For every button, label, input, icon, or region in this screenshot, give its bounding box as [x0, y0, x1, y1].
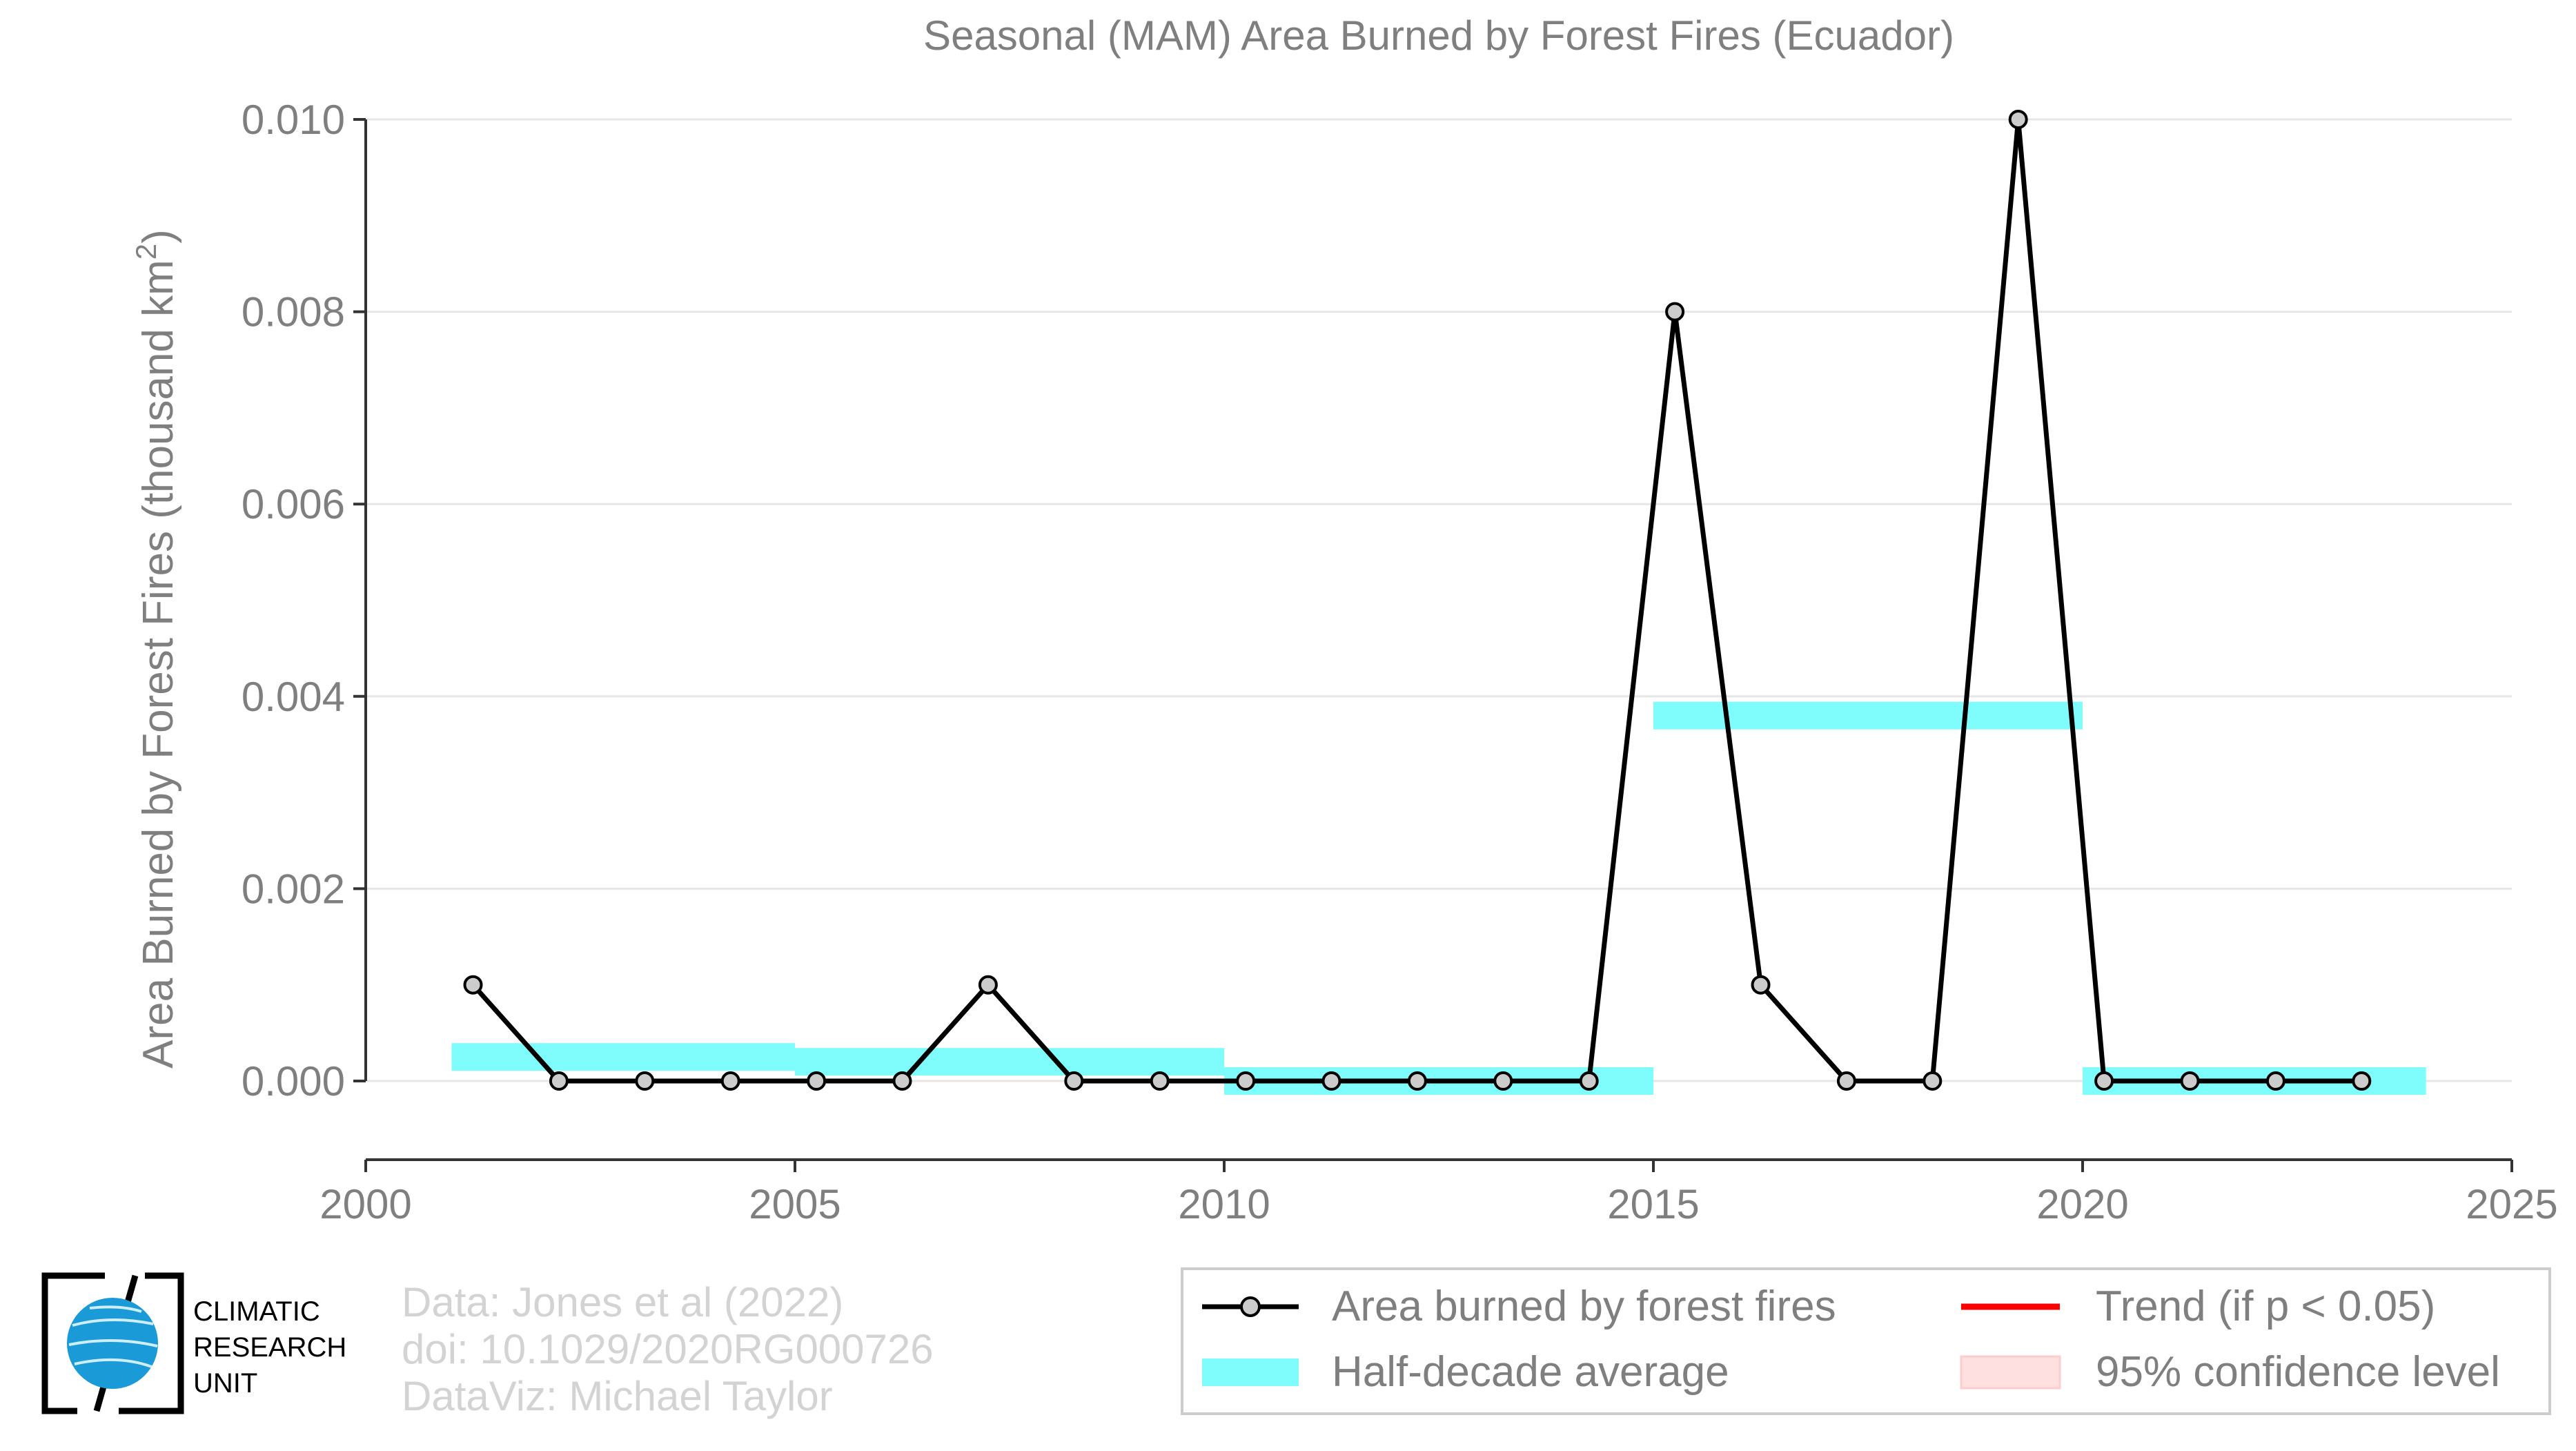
series-points [463, 110, 2372, 1091]
data-point [1407, 1071, 1427, 1091]
legend: Area burned by forest fires Trend (if p … [1181, 1267, 2551, 1415]
logo-bracket-right [119, 1272, 184, 1414]
y-axis-label-sup: 2 [130, 244, 162, 260]
data-point [2008, 110, 2028, 129]
credit-data-source: Data: Jones et al (2022) [402, 1279, 844, 1325]
data-point [1836, 1071, 1856, 1091]
data-point [892, 1071, 912, 1091]
data-point [1923, 1071, 1943, 1091]
y-tick-label: 0.000 [242, 1058, 345, 1104]
half-decade-band [1653, 701, 2083, 730]
half-decade-band [451, 1043, 795, 1071]
y-tick-label: 0.006 [242, 481, 345, 527]
x-tick-label: 2005 [749, 1181, 840, 1227]
data-point [807, 1071, 827, 1091]
y-tick-label: 0.010 [242, 97, 345, 143]
legend-frame [1181, 1267, 2551, 1415]
data-point [1064, 1071, 1084, 1091]
y-axis-label: Area Burned by Forest Fires (thousand km… [130, 229, 182, 1069]
x-tick-label: 2015 [1607, 1181, 1699, 1227]
data-point [1665, 302, 1685, 322]
half-decade-band [795, 1048, 1224, 1076]
data-point [1751, 975, 1771, 995]
credit-dataviz: DataViz: Michael Taylor [402, 1373, 833, 1419]
cru-logo [41, 1272, 184, 1414]
y-tick-label: 0.004 [242, 674, 345, 720]
logo-text-research: RESEARCH [193, 1332, 347, 1363]
legend-swatch-half-decade [1202, 1359, 1299, 1386]
data-point [1236, 1071, 1256, 1091]
y-axis-label-text: Area Burned by Forest Fires (thousand km [135, 260, 182, 1069]
x-tick-label: 2000 [319, 1181, 411, 1227]
data-point [978, 975, 998, 995]
data-point [1493, 1071, 1513, 1091]
globe-lines [68, 1305, 158, 1368]
legend-swatch-marker [1240, 1296, 1261, 1317]
data-point [635, 1071, 655, 1091]
logo-text-unit: UNIT [193, 1368, 258, 1399]
credit-doi: doi: 10.1029/2020RG000726 [402, 1326, 934, 1372]
legend-label-trend: Trend (if p < 0.05) [2096, 1283, 2435, 1330]
data-point [1150, 1071, 1170, 1091]
legend-label-confidence: 95% confidence level [2096, 1348, 2500, 1396]
chart-title: Seasonal (MAM) Area Burned by Forest Fir… [923, 12, 1954, 59]
gridlines [366, 118, 2512, 1082]
y-tick-label: 0.002 [242, 866, 345, 912]
x-tick-label: 2025 [2466, 1181, 2557, 1227]
data-point [549, 1071, 569, 1091]
legend-label-series: Area burned by forest fires [1332, 1283, 1836, 1330]
series-line-area-burned [471, 117, 2362, 1084]
x-tick-label: 2020 [2036, 1181, 2128, 1227]
axes: 0.000 0.002 0.004 0.006 0.008 0.010 2000 2005 20… [242, 97, 2558, 1227]
data-point [720, 1071, 740, 1091]
half-decade-bands [451, 701, 2426, 1095]
legend-swatch-confidence [1960, 1355, 2061, 1390]
data-point [1579, 1071, 1599, 1091]
data-point [2265, 1071, 2285, 1091]
logo-bracket-left [41, 1272, 105, 1414]
logo-text-climatic: CLIMATIC [193, 1296, 320, 1327]
y-axis-label-close: ) [135, 229, 182, 244]
data-point [1321, 1071, 1341, 1091]
series-line [471, 117, 2362, 1084]
x-tick-label: 2010 [1178, 1181, 1270, 1227]
y-tick-label: 0.008 [242, 289, 345, 335]
data-point [463, 975, 483, 995]
data-point [2180, 1071, 2200, 1091]
data-point [2352, 1071, 2372, 1091]
legend-label-half-decade: Half-decade average [1332, 1348, 1729, 1396]
data-point [2094, 1071, 2114, 1091]
